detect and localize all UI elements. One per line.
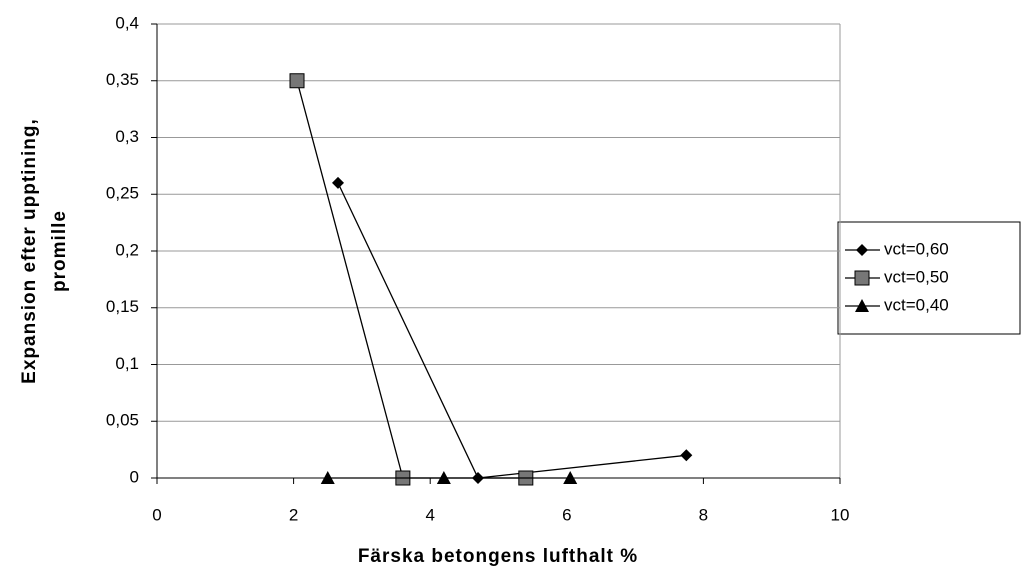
y-tick-label: 0,35 [106,70,139,89]
x-axis-title: Färska betongens lufthalt % [358,546,638,567]
marker [680,449,693,462]
y-tick-label: 0,4 [115,13,139,32]
series-line [296,80,526,479]
x-tick-label: 4 [425,505,434,524]
x-tick-label: 6 [562,505,571,524]
y-tick-label: 0,25 [106,184,139,203]
y-tick-label: 0,2 [115,240,139,259]
marker [320,471,335,484]
y-tick-label: 0,1 [115,354,139,373]
series-line [337,182,687,479]
x-tick-label: 0 [152,505,161,524]
y-axis-title: Expansion efter upptining, [19,118,40,384]
x-tick-label: 8 [699,505,708,524]
marker [289,73,305,89]
y-tick-label: 0,05 [106,411,139,430]
legend-label: vct=0,40 [884,295,949,314]
marker [331,176,344,189]
legend-marker [856,244,868,256]
legend-marker [854,270,870,286]
x-tick-label: 2 [289,505,298,524]
y-tick-label: 0 [130,467,139,486]
legend-label: vct=0,60 [884,239,949,258]
legend-label: vct=0,50 [884,267,949,286]
y-axis-title: promille [49,210,70,292]
x-tick-label: 10 [831,505,850,524]
legend-marker [855,299,869,312]
y-tick-label: 0,15 [106,297,139,316]
marker [563,471,578,484]
y-tick-label: 0,3 [115,127,139,146]
marker [436,471,451,484]
